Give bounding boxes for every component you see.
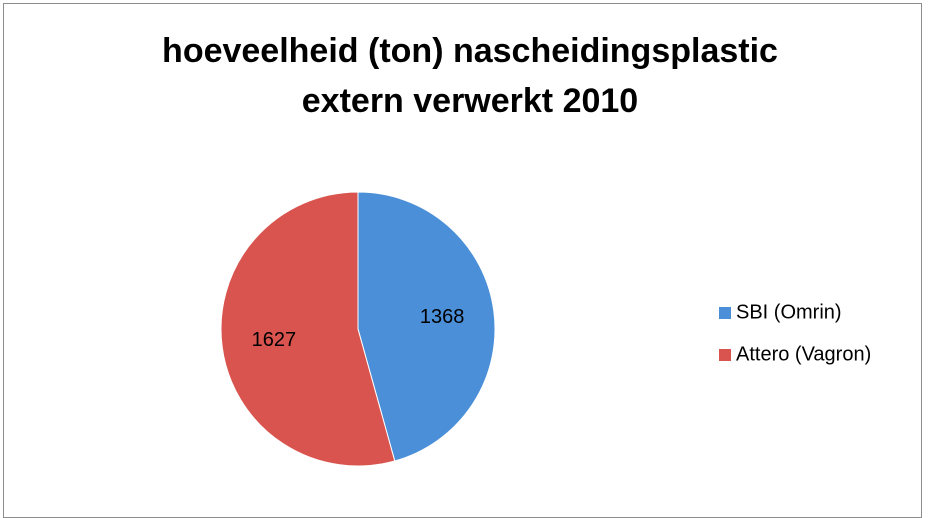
data-label: 1627 — [252, 329, 297, 351]
chart-title: hoeveelheid (ton) nascheidingsplastic ex… — [162, 32, 778, 120]
legend-swatch — [719, 307, 731, 319]
legend-label: SBI (Omrin) — [736, 301, 842, 323]
data-label: 1368 — [420, 306, 465, 328]
pie-slice — [220, 191, 396, 467]
legend-label: Attero (Vagron) — [736, 343, 871, 365]
legend-swatch — [719, 349, 731, 361]
pie-slice — [357, 191, 496, 462]
